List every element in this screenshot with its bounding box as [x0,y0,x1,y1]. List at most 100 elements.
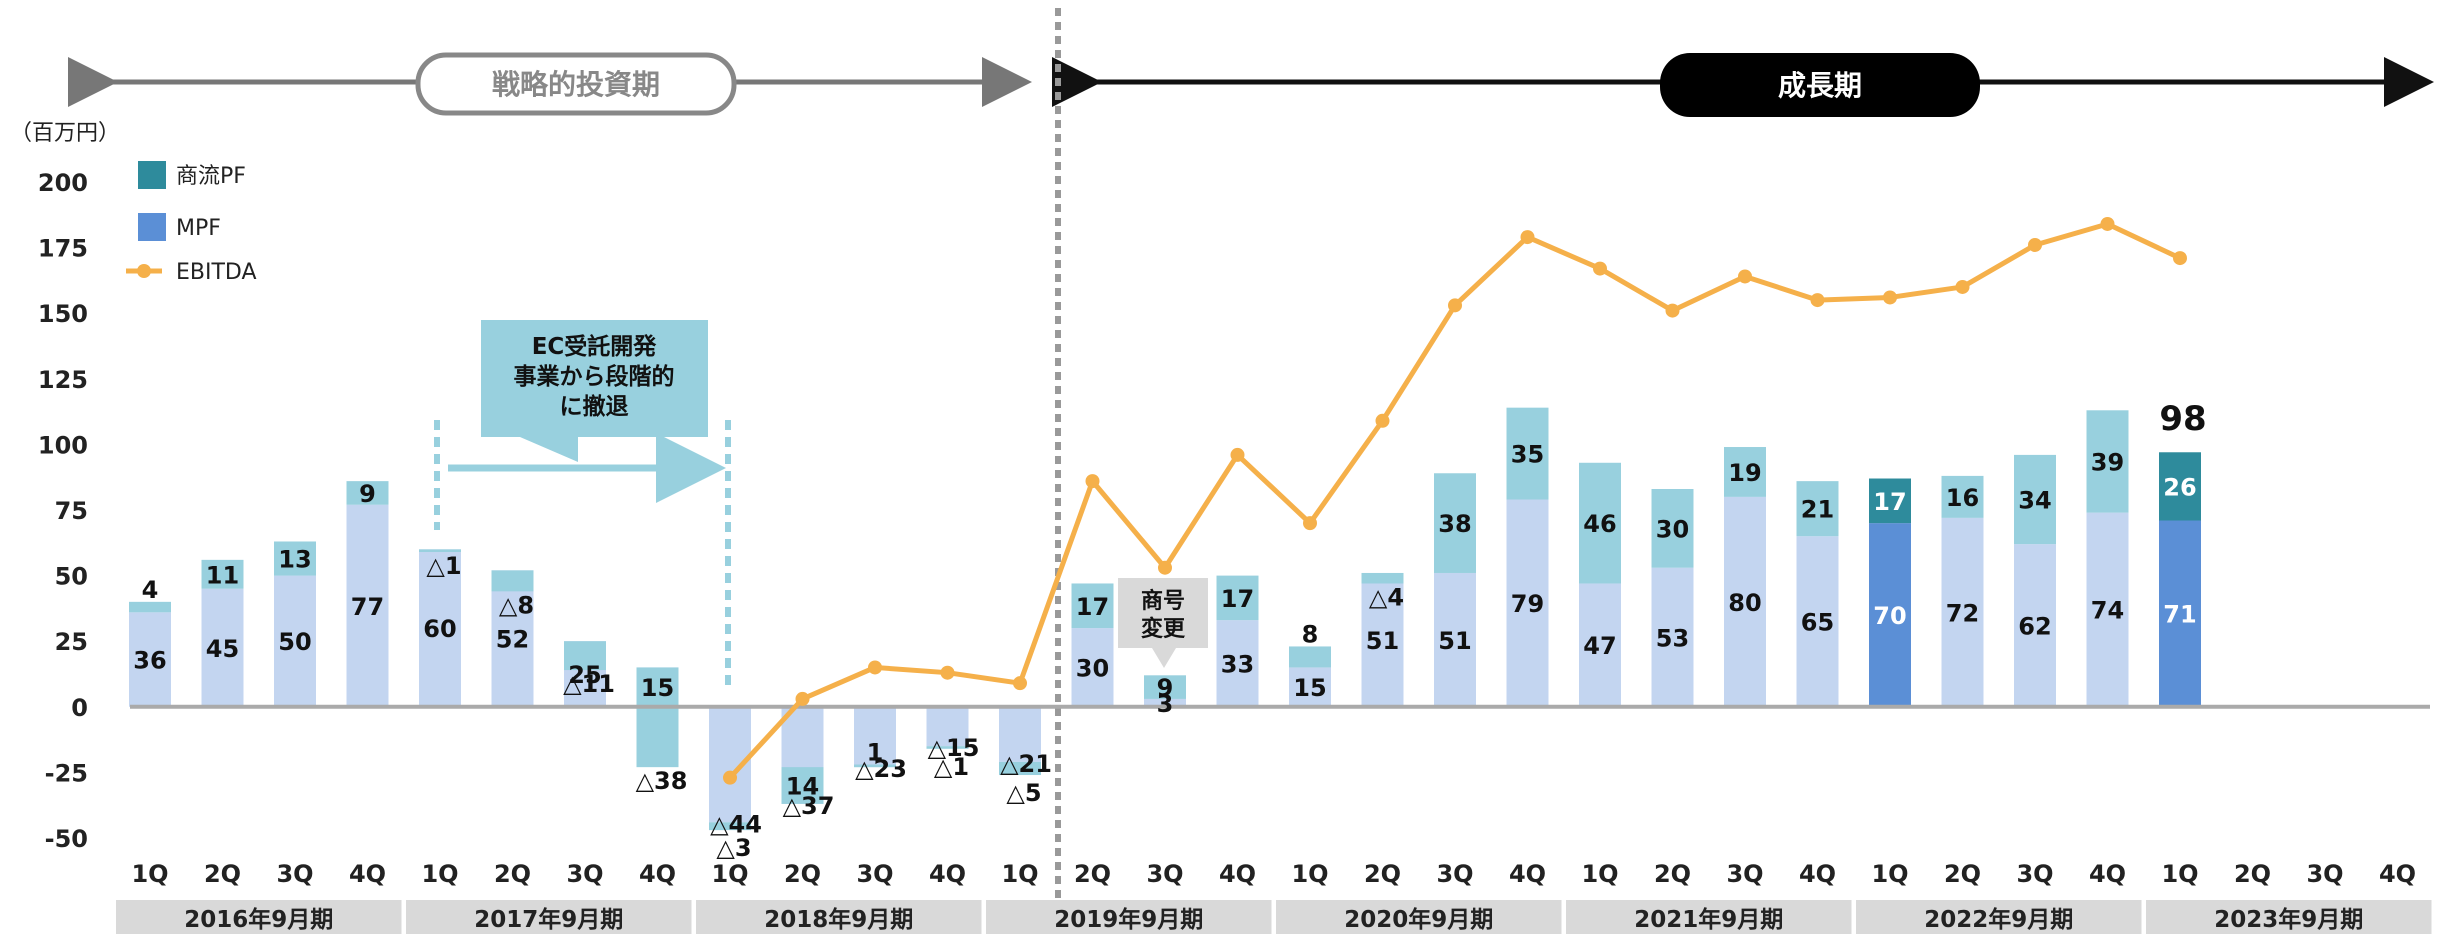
bar-base-segment [1434,572,1476,707]
bar-top-segment [1724,447,1766,497]
fiscal-year-box [1856,900,2142,934]
bar-top-label: △3 [716,834,751,862]
bar-top-label: △8 [499,591,534,619]
ebitda-point [1883,290,1897,305]
bar-top-segment [201,559,244,589]
bar-top-segment [2159,452,2201,521]
bar-top-label: △11 [563,670,615,698]
bar-top-segment [2086,410,2129,513]
x-tick-label: 4Q [1509,860,1546,888]
ebitda-point [940,665,955,680]
bar-top-segment [419,549,461,552]
bar-base-segment [1579,583,1621,707]
x-tick-label: 3Q [276,860,313,888]
withdrawal-callout-line-3: に撤退 [560,393,629,420]
ebitda-point [795,691,810,706]
bar-top-label: 17 [1873,488,1906,516]
ebitda-point [1520,230,1535,245]
bar-base-label: 15 [1293,674,1326,702]
x-axis: 1Q 2Q 3Q 4Q 1Q 2Q 3Q 4Q 1Q 2Q 3Q 4Q 1Q 2Q 3Q 4Q 1Q 2Q 3Q 4Q… [116,860,2432,934]
growth-period-label: 成長期 [1778,69,1862,102]
bar-base-segment [1651,567,1694,707]
fiscal-year-label: 2022年9月期 [1924,906,2073,933]
legend-label-ebitda: EBITDA [176,260,257,285]
fiscal-year-label: 2019年9月期 [1054,906,1203,933]
legend-label-mpf: MPF [176,216,221,241]
bars-layer [129,407,2201,831]
x-tick-label: 1Q [1001,860,1038,888]
ebitda-point [2173,251,2187,266]
bar-top-segment [926,746,969,749]
bar-top-segment [1216,575,1259,621]
bar-top-label: 9 [359,480,376,508]
bar-top-segment [1651,489,1694,568]
x-tick-label: 1Q [131,860,168,888]
bar-top-label: 21 [1801,496,1834,524]
bar-top-segment [564,641,606,671]
fiscal-year-box [1566,900,1852,934]
bar-top-segment [781,767,824,804]
bar-base-label: 30 [1076,654,1109,682]
bar-top-segment [1579,462,1621,584]
y-tick-label: 200 [38,169,88,197]
x-tick-label: 4Q [1219,860,1256,888]
x-tick-label: 1Q [711,860,748,888]
fiscal-year-label: 2023年9月期 [2214,906,2363,933]
bar-top-label: 46 [1583,510,1616,538]
withdrawal-callout: EC受託開発 事業から段階的 に撤退 [434,320,731,690]
bar-top-label: 16 [1946,484,1979,512]
ebitda-point [1230,447,1245,462]
bar-top-label: 35 [1511,441,1544,469]
bar-top-segment [129,601,171,613]
bar-base-segment [1216,620,1259,707]
x-tick-label: 2Q [1944,860,1981,888]
bar-top-label: 11 [206,561,239,589]
bar-top-segment [1361,572,1404,584]
y-tick-label: -50 [45,825,88,853]
bar-base-label: 25 [568,661,601,689]
legend-swatch-pf [138,161,166,189]
bar-top-label: 26 [2163,473,2196,501]
ebitda-point [723,770,737,785]
x-tick-label: 3Q [1726,860,1763,888]
bar-top-segment [1796,481,1839,537]
bar-base-label: 70 [1873,602,1906,630]
bar-base-label: 36 [133,647,166,675]
latest-total-label: 98 [2159,399,2206,439]
fiscal-year-box [2146,900,2432,934]
bar-base-segment [274,575,316,707]
bar-base-label: 65 [1801,609,1834,637]
fiscal-year-box [1276,900,1562,934]
ebitda-point [1085,474,1100,489]
rename-callout-line-2: 変更 [1141,616,1186,642]
fiscal-year-box [986,900,1272,934]
bar-base-label: 50 [278,628,311,656]
fiscal-year-label: 2016年9月期 [184,906,333,933]
bar-base-label: 74 [2091,597,2124,625]
bar-base-segment [201,588,244,707]
bar-top-segment [1071,583,1114,629]
bar-base-label: 52 [496,626,529,654]
bar-base-label: 72 [1946,599,1979,627]
bar-base-label: △37 [783,792,835,820]
y-tick-label: 0 [71,694,88,722]
x-tick-label: 2Q [1364,860,1401,888]
fiscal-year-label: 2020年9月期 [1344,906,1493,933]
x-tick-label: 2Q [494,860,531,888]
ebitda-point [1375,413,1390,428]
bar-top-segment [491,570,534,592]
bar-base-label: 47 [1583,632,1616,660]
bar-top-label: 4 [142,576,159,604]
bar-top-label: 8 [1302,620,1319,648]
legend: 商流PF MPF EBITDA [126,161,257,285]
bar-top-segment [1506,407,1549,500]
bar-base-label: △21 [1000,750,1052,778]
bar-top-label: 30 [1656,515,1689,543]
x-tick-label: 4Q [349,860,386,888]
bar-top-label: △5 [1006,779,1041,807]
ebitda-point [1158,560,1172,575]
rename-callout-line-1: 商号 [1141,588,1185,614]
x-tick-label: 2Q [204,860,241,888]
ebitda-point [2028,237,2042,252]
bar-top-segment [1289,646,1331,668]
